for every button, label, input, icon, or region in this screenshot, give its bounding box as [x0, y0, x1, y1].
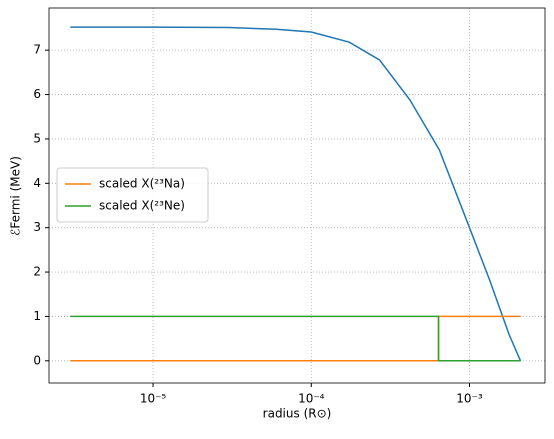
data-line — [70, 26, 522, 362]
legend-box — [56, 167, 209, 223]
x-tick-label: 10⁻⁵ — [140, 392, 167, 406]
legend-label: scaled X(²³Ne) — [99, 199, 185, 213]
data-line — [70, 315, 521, 362]
y-axis-label: ℰFermi (MeV) — [9, 156, 23, 236]
y-tick-label: 7 — [33, 43, 41, 57]
x-tick-label: 10⁻³ — [456, 392, 483, 406]
y-tick-label: 1 — [33, 309, 41, 323]
y-tick-label: 3 — [33, 220, 41, 234]
y-tick-label: 5 — [33, 131, 41, 145]
y-tick-label: 6 — [33, 87, 41, 101]
data-line — [70, 315, 521, 362]
y-tick-label: 0 — [33, 353, 41, 367]
y-tick-label: 2 — [33, 265, 41, 279]
y-tick-label: 4 — [33, 176, 41, 190]
x-tick-label: 10⁻⁴ — [298, 392, 325, 406]
legend-label: scaled X(²³Na) — [99, 177, 185, 191]
plot-frame — [48, 7, 546, 384]
x-axis-label: radius (R⊙) — [263, 407, 332, 421]
